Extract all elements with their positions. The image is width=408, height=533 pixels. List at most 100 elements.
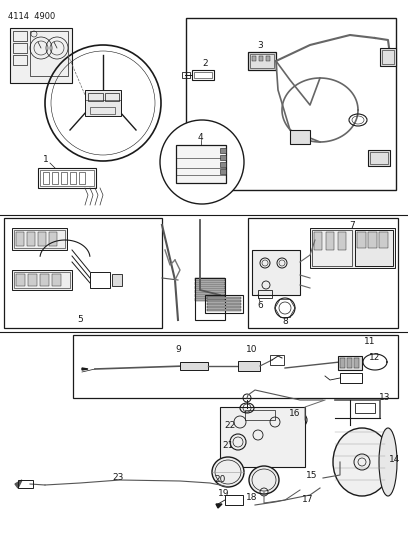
Ellipse shape	[212, 457, 244, 487]
Bar	[12, 270, 72, 290]
Bar	[252, 250, 300, 295]
Ellipse shape	[379, 428, 397, 496]
Text: 4114  4900: 4114 4900	[8, 12, 55, 21]
Bar	[180, 362, 208, 370]
Polygon shape	[82, 368, 88, 370]
Bar	[347, 358, 352, 368]
Bar	[310, 228, 395, 268]
Text: 1: 1	[43, 156, 49, 165]
Bar	[207, 300, 241, 302]
Bar	[30, 31, 68, 76]
Bar	[220, 162, 226, 167]
Bar	[70, 172, 76, 184]
Bar	[220, 169, 226, 174]
Bar	[195, 298, 225, 301]
Bar	[248, 218, 398, 328]
Bar	[314, 232, 322, 250]
Bar	[176, 145, 226, 183]
Bar	[14, 272, 70, 288]
Bar	[338, 232, 346, 250]
Bar	[382, 50, 394, 64]
Bar	[195, 290, 225, 293]
Bar	[16, 232, 24, 246]
Bar	[13, 43, 27, 53]
Bar	[368, 232, 377, 248]
Text: 6: 6	[257, 301, 263, 310]
Bar	[10, 28, 72, 83]
Text: 7: 7	[349, 221, 355, 230]
Text: 11: 11	[364, 337, 376, 346]
Bar	[88, 93, 103, 101]
Bar	[195, 278, 225, 281]
Text: 9: 9	[175, 344, 181, 353]
Text: 18: 18	[246, 494, 258, 503]
Text: 4: 4	[197, 133, 203, 142]
Bar	[18, 480, 33, 488]
Bar	[52, 172, 58, 184]
Bar	[52, 274, 61, 286]
Text: 22: 22	[224, 421, 236, 430]
Bar	[207, 303, 241, 305]
Bar	[186, 18, 396, 190]
Bar	[13, 55, 27, 65]
Bar	[220, 155, 226, 160]
Bar	[270, 355, 284, 365]
Text: 17: 17	[302, 496, 314, 505]
Bar	[354, 358, 359, 368]
Bar	[90, 272, 110, 288]
Ellipse shape	[333, 428, 391, 496]
Text: 12: 12	[369, 353, 381, 362]
Bar	[220, 407, 305, 467]
Bar	[38, 168, 96, 188]
Bar	[207, 306, 241, 308]
Bar	[4, 218, 162, 328]
Text: 15: 15	[306, 472, 318, 481]
Polygon shape	[216, 504, 222, 508]
Bar	[85, 90, 121, 116]
Text: 16: 16	[289, 408, 301, 417]
Bar	[238, 361, 260, 371]
Bar	[195, 294, 225, 297]
Bar	[266, 56, 270, 61]
Bar	[245, 410, 275, 420]
Bar	[355, 403, 375, 413]
Text: 3: 3	[257, 41, 263, 50]
Text: 13: 13	[379, 393, 391, 402]
Bar	[340, 358, 345, 368]
Bar	[40, 170, 94, 186]
Bar	[258, 290, 272, 298]
Bar	[195, 282, 225, 285]
Bar	[13, 31, 27, 41]
Bar	[16, 274, 25, 286]
Bar	[49, 232, 57, 246]
Bar	[368, 150, 390, 166]
Bar	[43, 172, 49, 184]
Bar	[379, 232, 388, 248]
Bar	[220, 148, 226, 153]
Circle shape	[160, 120, 244, 204]
Text: 21: 21	[222, 440, 234, 449]
Bar	[192, 70, 214, 80]
Bar	[28, 274, 37, 286]
Text: 19: 19	[218, 489, 230, 497]
Text: 23: 23	[112, 473, 124, 482]
Bar	[225, 495, 243, 505]
Bar	[112, 274, 122, 286]
Text: 10: 10	[246, 344, 258, 353]
Bar	[338, 356, 362, 370]
Bar	[194, 72, 212, 78]
Bar	[79, 172, 85, 184]
Bar	[207, 297, 241, 299]
Bar	[14, 230, 65, 248]
Text: 20: 20	[214, 475, 226, 484]
Bar	[340, 373, 362, 383]
Bar	[252, 56, 256, 61]
Bar	[105, 93, 119, 101]
Bar	[38, 232, 46, 246]
Text: 14: 14	[389, 456, 401, 464]
Bar	[73, 335, 398, 398]
Bar	[205, 295, 243, 313]
Bar	[370, 152, 388, 164]
Bar	[207, 309, 241, 311]
Polygon shape	[15, 480, 22, 488]
